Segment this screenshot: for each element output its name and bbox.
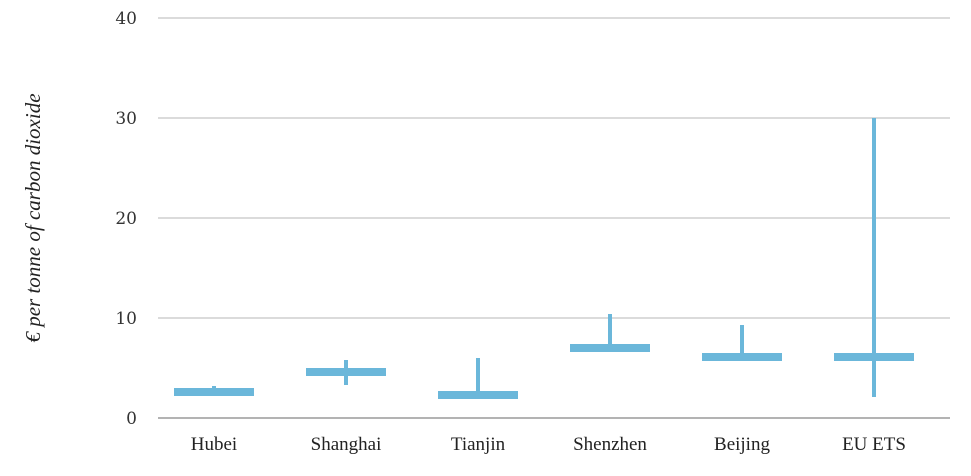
x-category-label: Shenzhen <box>573 434 647 455</box>
y-axis-title: € per tonne of carbon dioxide <box>21 93 45 342</box>
value-bar <box>438 391 518 399</box>
value-bar <box>306 368 386 376</box>
x-category-label: Beijing <box>714 434 770 455</box>
x-axis-categories: Hubei Shanghai Tianjin Shenzhen Beijing EU ET… <box>191 434 906 455</box>
range-whisker <box>608 314 612 350</box>
y-axis-ticks: 0 10 20 30 40 <box>115 9 137 429</box>
y-tick-label: 0 <box>126 409 137 429</box>
range-mark <box>702 325 782 361</box>
range-whisker <box>872 118 876 397</box>
value-bar <box>174 388 254 396</box>
y-tick-label: 30 <box>115 109 137 129</box>
y-tick-label: 20 <box>115 209 137 229</box>
range-mark <box>834 118 914 397</box>
value-bar <box>570 344 650 352</box>
gridlines <box>158 17 950 419</box>
x-category-label: Shanghai <box>311 434 382 455</box>
value-bar <box>702 353 782 361</box>
range-whisker <box>740 325 744 358</box>
x-category-label: EU ETS <box>842 434 906 455</box>
value-bar <box>834 353 914 361</box>
x-category-label: Hubei <box>191 434 237 455</box>
range-mark <box>174 386 254 396</box>
y-tick-label: 40 <box>115 9 137 29</box>
data-marks <box>174 118 914 399</box>
range-mark <box>570 314 650 352</box>
x-category-label: Tianjin <box>451 434 506 455</box>
range-mark <box>438 358 518 399</box>
range-whisker <box>476 358 480 395</box>
y-tick-label: 10 <box>115 309 137 329</box>
range-mark <box>306 360 386 385</box>
